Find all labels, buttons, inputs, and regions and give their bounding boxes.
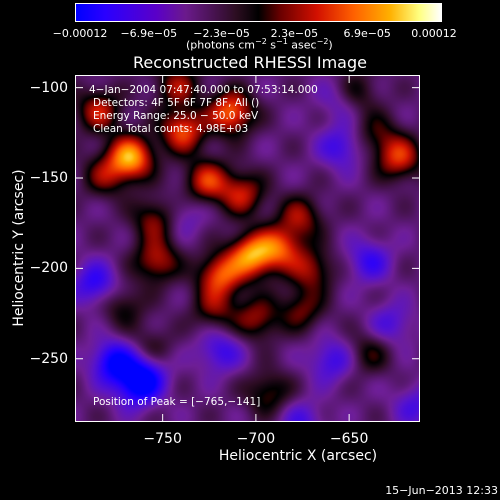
chart-title: Reconstructed RHESSI Image	[133, 53, 367, 72]
colorbar-tick-label: 2.3e−05	[270, 27, 319, 40]
annotation-peak-position: Position of Peak = [−765,−141]	[93, 396, 261, 408]
colorbar-tick-label: −6.9e−05	[120, 27, 178, 40]
colorbar-tick-label: 6.9e−05	[343, 27, 391, 40]
annotation-time-range: 4−Jan−2004 07:47:40.000 to 07:53:14.000	[89, 84, 318, 96]
x-tick-label: −750	[143, 431, 182, 447]
x-tick-label: −650	[329, 431, 369, 447]
y-tick-label: −100	[29, 79, 68, 96]
heatmap-image	[76, 76, 419, 421]
y-tick-label: −250	[29, 350, 68, 367]
plot-area	[75, 75, 420, 422]
colorbar-tick-label: 0.00012	[411, 27, 457, 40]
colorbar-units: (photons cm−2 s−1 asec−2)	[186, 37, 333, 52]
annotation-detectors: Detectors: 4F 5F 6F 7F 8F, All ()	[93, 97, 260, 109]
footer-date: 15−Jun−2013 12:33	[385, 484, 498, 497]
y-tick-label: −200	[29, 260, 68, 277]
annotation-energy-range: Energy Range: 25.0 − 50.0 keV	[93, 110, 259, 122]
y-tick-label: −150	[29, 170, 68, 187]
colorbar-tick-label: −0.00012	[52, 27, 108, 40]
x-tick-label: −700	[236, 431, 276, 447]
colorbar	[75, 3, 442, 22]
y-axis-label: Heliocentric Y (arcsec)	[11, 169, 27, 327]
colorbar-tick-label: −2.3e−05	[193, 27, 250, 40]
x-axis-label: Heliocentric X (arcsec)	[218, 448, 378, 464]
annotation-clean-counts: Clean Total counts: 4.98E+03	[93, 123, 249, 135]
